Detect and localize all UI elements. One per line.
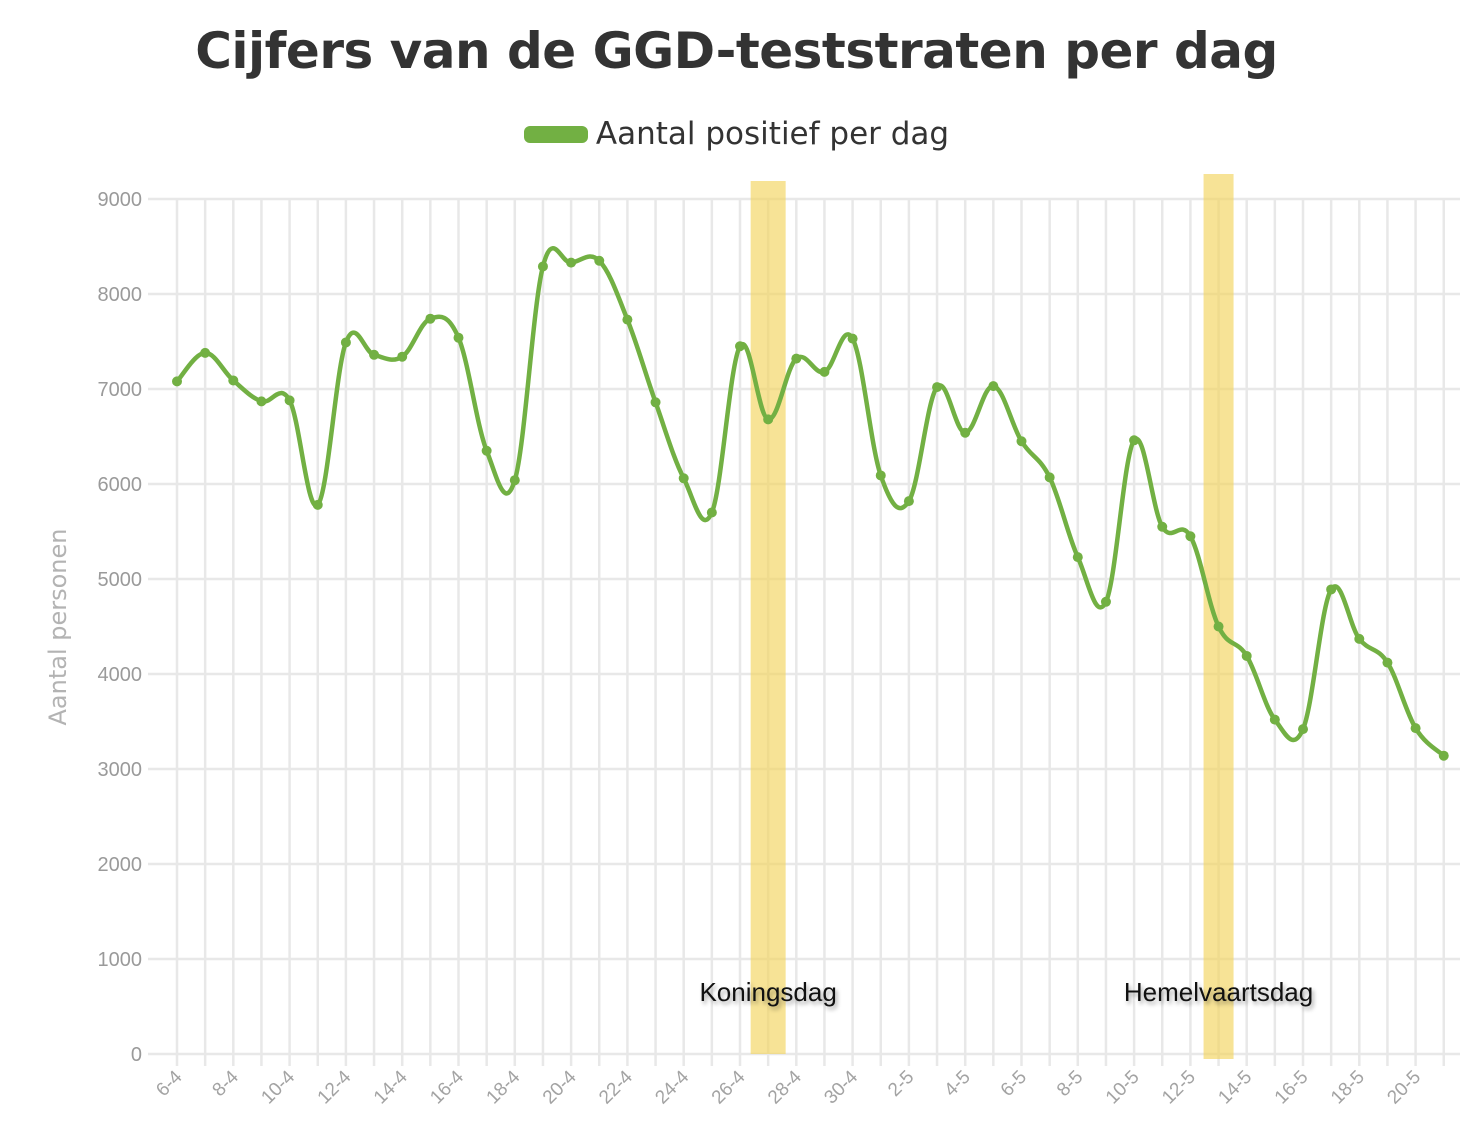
data-point <box>1410 723 1421 734</box>
x-tick-label: 12-5 <box>1158 1067 1200 1109</box>
x-tick-label: 22-4 <box>595 1066 637 1108</box>
data-point <box>622 314 633 325</box>
annotation-label: Hemelvaartsdag <box>1124 977 1313 1007</box>
data-point <box>369 349 380 360</box>
x-tick-label: 20-5 <box>1383 1067 1425 1109</box>
data-point <box>1382 657 1393 668</box>
series-line <box>174 246 1446 758</box>
x-tick-label: 10-4 <box>257 1066 299 1108</box>
data-point <box>847 333 858 344</box>
y-tick-label: 5000 <box>98 569 143 591</box>
annotation-label: Koningsdag <box>699 977 836 1007</box>
x-tick-label: 6-5 <box>997 1067 1031 1101</box>
data-point <box>397 351 408 362</box>
data-point <box>875 470 886 481</box>
data-point <box>1129 435 1140 446</box>
x-tick-label: 26-4 <box>708 1066 750 1108</box>
y-tick-label: 8000 <box>98 284 143 306</box>
x-tick-label: 20-4 <box>539 1066 581 1108</box>
data-point <box>1044 472 1055 483</box>
chart-title: Cijfers van de GGD-teststraten per dag <box>195 22 1278 80</box>
data-point <box>1438 750 1449 761</box>
legend[interactable]: Aantal positief per dag <box>0 116 1473 152</box>
data-point <box>1354 633 1365 644</box>
x-tick-label: 8-5 <box>1053 1067 1087 1101</box>
data-point <box>1185 531 1196 542</box>
data-point <box>960 427 971 438</box>
y-tick-label: 3000 <box>98 759 143 781</box>
data-point <box>932 382 943 393</box>
data-point <box>819 366 830 377</box>
data-point <box>453 332 464 343</box>
data-point <box>537 261 548 272</box>
annotation-labels: Koningsdag Hemelvaartsdag <box>699 977 1313 1007</box>
legend-swatch <box>523 125 588 143</box>
y-tick-label: 6000 <box>98 474 143 496</box>
annotation-band <box>750 181 786 1054</box>
annotation-bands <box>750 174 1234 1059</box>
data-point <box>763 414 774 425</box>
data-point <box>256 396 267 407</box>
data-point <box>706 507 717 518</box>
data-point <box>678 473 689 484</box>
data-point <box>1298 724 1308 735</box>
data-point <box>425 313 436 324</box>
data-point <box>200 347 211 358</box>
data-point <box>1072 552 1083 563</box>
data-point <box>1213 621 1224 632</box>
annotation-band <box>1203 174 1234 1059</box>
data-point <box>988 381 999 392</box>
x-tick-label: 16-4 <box>426 1066 468 1108</box>
data-point <box>340 337 351 348</box>
series-layer <box>172 246 1449 761</box>
y-tick-label: 0 <box>131 1044 142 1066</box>
data-point <box>735 341 745 352</box>
data-point <box>172 376 182 387</box>
x-tick-label: 18-5 <box>1327 1067 1369 1109</box>
data-point <box>903 496 914 507</box>
y-axis-title: Aantal personen <box>44 529 72 726</box>
x-tick-label: 2-5 <box>884 1067 918 1101</box>
data-point <box>1157 521 1168 532</box>
x-tick-label: 4-5 <box>940 1067 974 1101</box>
x-tick-label: 18-4 <box>483 1066 525 1108</box>
x-tick-label: 12-4 <box>314 1066 356 1108</box>
data-point <box>1016 436 1027 447</box>
y-tick-label: 9000 <box>98 189 143 211</box>
data-point <box>481 445 492 456</box>
x-tick-label: 6-4 <box>152 1066 187 1101</box>
y-tick-label: 7000 <box>98 379 143 401</box>
x-tick-label: 14-5 <box>1214 1067 1256 1109</box>
data-point <box>228 375 239 386</box>
data-point <box>791 353 802 364</box>
data-point <box>312 499 323 510</box>
legend-label: Aantal positief per dag <box>595 116 950 152</box>
x-tick-label: 8-4 <box>209 1066 244 1101</box>
x-tick-label: 30-4 <box>820 1066 862 1108</box>
data-point <box>284 395 295 406</box>
y-tick-label: 1000 <box>98 949 143 971</box>
data-point <box>1241 650 1252 661</box>
data-point <box>594 255 605 266</box>
data-point <box>509 475 520 486</box>
data-point <box>1326 584 1337 595</box>
x-tick-label: 10-5 <box>1102 1067 1144 1109</box>
grid <box>148 197 1460 1066</box>
x-tick-label: 14-4 <box>370 1066 412 1108</box>
x-tick-label: 28-4 <box>764 1066 806 1108</box>
data-point <box>566 257 577 268</box>
data-point <box>1100 596 1111 607</box>
x-tick-label: 16-5 <box>1271 1067 1313 1109</box>
data-point <box>1269 714 1280 725</box>
x-tick-label: 24-4 <box>651 1066 693 1108</box>
y-tick-label: 2000 <box>98 854 143 876</box>
y-tick-label: 4000 <box>98 664 143 686</box>
data-point <box>650 397 661 408</box>
